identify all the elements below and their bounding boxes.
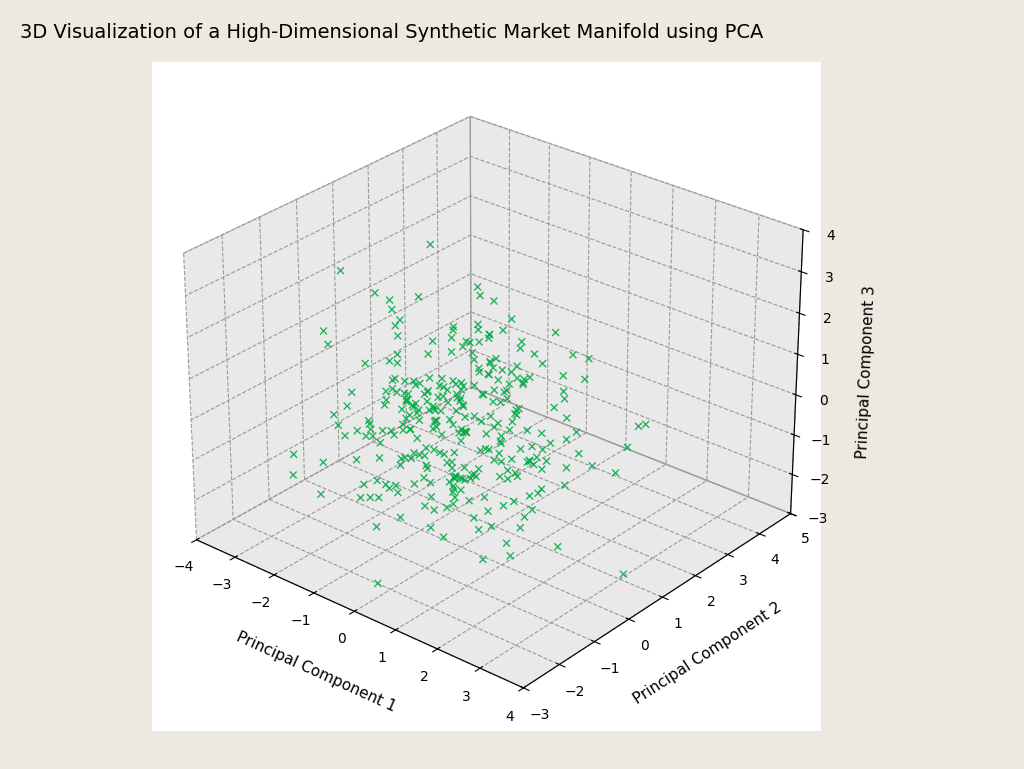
Text: 3D Visualization of a High-Dimensional Synthetic Market Manifold using PCA: 3D Visualization of a High-Dimensional S… [20, 23, 764, 42]
X-axis label: Principal Component 1: Principal Component 1 [234, 629, 398, 714]
Y-axis label: Principal Component 2: Principal Component 2 [631, 600, 784, 707]
